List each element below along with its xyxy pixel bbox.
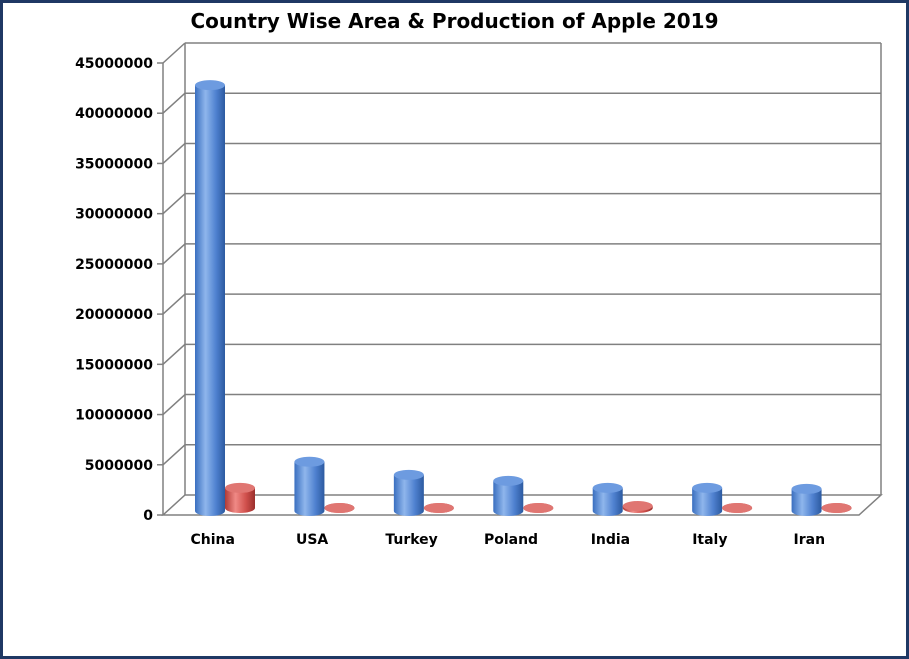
bar-cap <box>225 482 255 493</box>
bar-series2-india <box>622 500 653 513</box>
bar-cap <box>294 456 325 467</box>
gridline-side <box>162 343 186 365</box>
bar-cap <box>493 475 524 486</box>
bar-chart: 0 5000000 10000000 15000000 20000000 25000000… <box>75 42 883 548</box>
bar-body <box>225 487 255 513</box>
bar-series2-poland <box>523 503 554 513</box>
y-tick-label: 25000000 <box>75 257 153 273</box>
y-tick-label: 35000000 <box>75 156 153 172</box>
bar-body <box>195 85 225 517</box>
chart-floor <box>161 494 883 516</box>
bar-cap <box>393 469 424 480</box>
bar-body <box>393 474 424 516</box>
bar-series1-iran <box>791 483 822 516</box>
bar-series2-usa <box>324 503 355 513</box>
bar-body <box>692 487 723 516</box>
bar-body <box>294 461 325 516</box>
y-tick-label: 20000000 <box>75 307 153 323</box>
gridline-side <box>162 293 186 315</box>
bar-series2-china <box>225 482 255 513</box>
bar-cap <box>821 503 852 513</box>
gridline-side <box>162 394 186 416</box>
y-tick-label: 10000000 <box>75 408 153 424</box>
bar-body <box>791 488 822 516</box>
gridline-side <box>162 142 186 164</box>
y-tick-label: 45000000 <box>75 56 153 72</box>
bar-cap <box>423 503 454 513</box>
y-tick-label: 5000000 <box>85 458 153 474</box>
bar-cap <box>592 482 623 493</box>
y-tick-label: 0 <box>143 508 153 524</box>
y-tick-label: 40000000 <box>75 106 153 122</box>
bar-series1-italy <box>692 482 723 516</box>
bar-series1-india <box>592 482 623 516</box>
gridline-side <box>162 243 186 265</box>
chart-title: Country Wise Area & Production of Apple … <box>190 9 719 33</box>
x-tick-label: Iran <box>794 532 826 548</box>
bar-series2-turkey <box>423 503 454 513</box>
gridline-side <box>162 92 186 114</box>
gridline-side <box>162 193 186 215</box>
bar-cap <box>692 482 723 493</box>
bar-series1-poland <box>493 475 524 516</box>
bar-series1-china <box>195 80 225 517</box>
bar-cap <box>722 503 753 513</box>
x-tick-label: Turkey <box>385 532 437 548</box>
bar-cap <box>324 503 355 513</box>
bar-series1-turkey <box>393 469 424 516</box>
x-tick-label: USA <box>296 532 328 548</box>
bar-cap <box>195 80 225 91</box>
bar-cap <box>523 503 554 513</box>
y-tick-label: 30000000 <box>75 207 153 223</box>
x-tick-label: Poland <box>484 532 538 548</box>
bar-series2-iran <box>821 503 852 513</box>
bar-series2-italy <box>722 503 753 513</box>
bar-series1-usa <box>294 456 325 516</box>
bar-cap <box>622 500 653 511</box>
gridline-side <box>162 444 186 466</box>
bar-body <box>592 487 623 516</box>
gridline-side <box>162 42 186 64</box>
x-tick-label: Italy <box>692 532 727 548</box>
bar-body <box>493 480 524 516</box>
y-tick-label: 15000000 <box>75 357 153 373</box>
bar-cap <box>791 483 822 494</box>
x-tick-label: China <box>190 532 234 548</box>
x-tick-label: India <box>591 532 630 548</box>
